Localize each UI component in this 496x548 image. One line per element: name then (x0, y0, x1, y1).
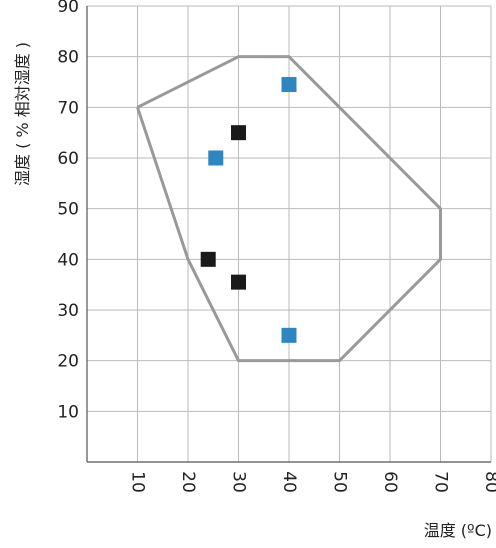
y-tick-label: 70 (57, 98, 79, 118)
x-tick-label: 40 (279, 471, 299, 493)
data-point-marker (231, 125, 246, 141)
y-tick-label: 60 (57, 149, 79, 169)
data-point-marker (231, 274, 246, 290)
data-point-marker (200, 251, 216, 267)
data-points (200, 77, 297, 343)
y-tick-label: 40 (57, 250, 79, 270)
y-tick-label: 30 (57, 301, 79, 321)
x-tick-label: 10 (128, 471, 148, 493)
x-tick-label: 60 (380, 471, 400, 493)
y-tick-label: 20 (57, 352, 79, 372)
data-point-marker (281, 327, 297, 343)
y-tick-label: 90 (57, 0, 79, 17)
x-tick-labels: 10 20 30 40 50 60 70 80 (128, 471, 496, 493)
x-tick-label: 30 (229, 471, 249, 493)
x-tick-label: 50 (330, 471, 350, 493)
comfort-zone (136, 55, 442, 363)
y-tick-label: 80 (57, 48, 79, 68)
data-point-marker (281, 77, 297, 93)
x-tick-label: 20 (178, 471, 198, 493)
y-tick-label: 50 (57, 200, 79, 220)
y-tick-labels: 10 20 30 40 50 60 70 80 90 (57, 0, 79, 422)
x-axis-label: 温度 (ºC) (424, 521, 492, 540)
x-tick-label: 70 (431, 471, 451, 493)
x-tick-label: 80 (481, 471, 496, 493)
comfort-zone-outline (136, 55, 442, 363)
y-tick-label: 10 (57, 402, 79, 422)
axes (86, 6, 491, 463)
data-point-marker (208, 150, 224, 166)
grid (87, 5, 492, 462)
y-axis-label: 湿度 ( % 相対湿度 ) (13, 42, 32, 186)
